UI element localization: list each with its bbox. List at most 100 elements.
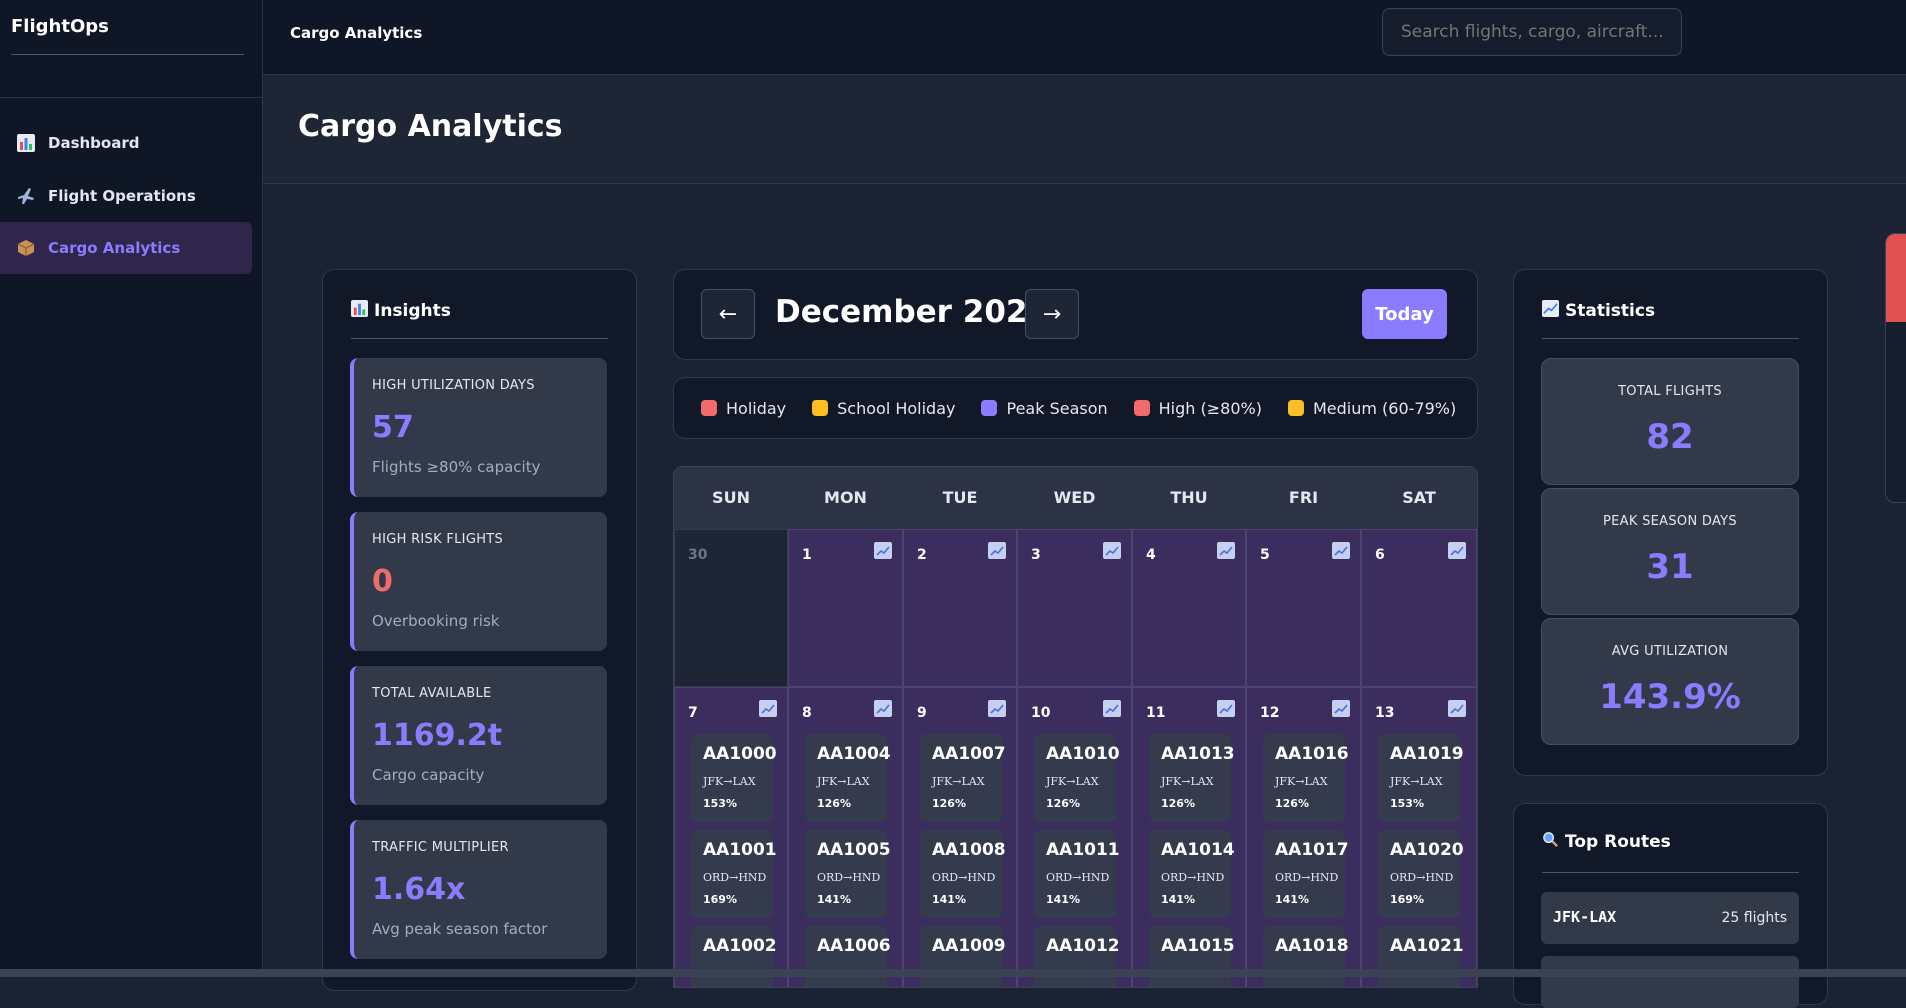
calendar-day[interactable]: 13 AA1019 JFK→LAX 153% AA1020 ORD→HND 169% AA10…: [1361, 687, 1477, 987]
insight-subtext: Flights ≥80% capacity: [372, 458, 541, 476]
weekday-label: SUN: [712, 488, 750, 507]
flight-code: AA1002: [703, 936, 777, 956]
stat-value: 82: [1646, 417, 1694, 457]
legend-label: High (≥80%): [1158, 398, 1262, 418]
trend-chart-icon[interactable]: [1332, 542, 1350, 559]
insight-value: 57: [372, 410, 414, 445]
flight-utilization: 141%: [1046, 893, 1080, 906]
flight-route: ORD→HND: [1275, 871, 1339, 884]
trend-chart-icon[interactable]: [988, 700, 1006, 717]
stat-label: TOTAL FLIGHTS: [1618, 384, 1722, 399]
flight-code: AA1005: [817, 840, 891, 860]
flight-code: AA1015: [1161, 936, 1235, 956]
route-item[interactable]: [1541, 956, 1799, 1008]
trend-chart-icon[interactable]: [1217, 700, 1235, 717]
stat-card-peak-season-days: PEAK SEASON DAYS 31: [1541, 488, 1799, 615]
calendar-day[interactable]: 10 AA1010 JFK→LAX 126% AA1011 ORD→HND 141% AA10…: [1017, 687, 1132, 987]
bar-chart-icon: [351, 300, 368, 322]
flight-route: JFK→LAX: [1161, 775, 1214, 788]
insights-panel: Insights HIGH UTILIZATION DAYS 57 Flight…: [322, 269, 637, 991]
route-item[interactable]: JFK-LAX 25 flights: [1541, 892, 1799, 944]
calendar-day[interactable]: 30: [674, 529, 788, 687]
trend-chart-icon[interactable]: [759, 700, 777, 717]
legend-item: Holiday: [701, 399, 786, 418]
today-button[interactable]: Today: [1362, 289, 1447, 339]
side-drawer-tab[interactable]: [1885, 233, 1906, 503]
calendar-day[interactable]: 7 AA1000 JFK→LAX 153% AA1001 ORD→HND 169% AA100…: [674, 687, 788, 987]
flight-card[interactable]: AA1002MIA→LHR: [691, 926, 777, 987]
search-input[interactable]: [1382, 8, 1682, 56]
flight-card[interactable]: AA1004 JFK→LAX 126%: [805, 734, 891, 822]
calendar-day[interactable]: 11 AA1013 JFK→LAX 126% AA1014 ORD→HND 141% AA10…: [1132, 687, 1246, 987]
sidebar-item-label: Flight Operations: [48, 187, 196, 205]
next-month-button[interactable]: →: [1025, 289, 1079, 339]
flight-card[interactable]: AA1008 ORD→HND 141%: [920, 830, 1006, 918]
flight-code: AA1016: [1275, 744, 1349, 764]
calendar-day[interactable]: 5: [1246, 529, 1361, 687]
flight-card[interactable]: AA1019 JFK→LAX 153%: [1378, 734, 1464, 822]
flight-card[interactable]: AA1020 ORD→HND 169%: [1378, 830, 1464, 918]
sidebar-item-label: Dashboard: [48, 134, 140, 152]
flight-card[interactable]: AA1012MIA→LHR: [1034, 926, 1120, 987]
flight-card[interactable]: AA1007 JFK→LAX 126%: [920, 734, 1006, 822]
alert-indicator: [1886, 234, 1906, 322]
sidebar-item-flight-operations[interactable]: Flight Operations: [0, 170, 252, 222]
calendar-day[interactable]: 6: [1361, 529, 1477, 687]
calendar-day[interactable]: 8 AA1004 JFK→LAX 126% AA1005 ORD→HND 141% AA100…: [788, 687, 903, 987]
trend-chart-icon[interactable]: [1103, 542, 1121, 559]
flight-card[interactable]: AA1015MIA→LHR: [1149, 926, 1235, 987]
flight-route: JFK→LAX: [703, 775, 756, 788]
trend-chart-icon[interactable]: [874, 700, 892, 717]
brand-logo[interactable]: FlightOps: [11, 16, 109, 37]
airplane-icon: [14, 186, 38, 206]
sidebar-item-cargo-analytics[interactable]: Cargo Analytics: [0, 222, 252, 274]
trend-chart-icon[interactable]: [874, 542, 892, 559]
calendar-day[interactable]: 12 AA1016 JFK→LAX 126% AA1017 ORD→HND 141% AA10…: [1246, 687, 1361, 987]
calendar-day[interactable]: 2: [903, 529, 1017, 687]
flight-utilization: 169%: [703, 893, 737, 906]
horizontal-scrollbar[interactable]: [0, 969, 1906, 977]
flight-card[interactable]: AA1010 JFK→LAX 126%: [1034, 734, 1120, 822]
page-title: Cargo Analytics: [298, 109, 563, 144]
trend-chart-icon[interactable]: [1332, 700, 1350, 717]
flight-utilization: 126%: [1046, 797, 1080, 810]
flight-card[interactable]: AA1006MIA→LHR: [805, 926, 891, 987]
flight-card[interactable]: AA1001 ORD→HND 169%: [691, 830, 777, 918]
insight-card-high-risk: HIGH RISK FLIGHTS 0 Overbooking risk: [350, 512, 607, 651]
calendar-day[interactable]: 3: [1017, 529, 1132, 687]
flight-utilization: 141%: [1275, 893, 1309, 906]
legend-item: High (≥80%): [1133, 398, 1262, 418]
flight-card[interactable]: AA1009MIA→LHR: [920, 926, 1006, 987]
sidebar-item-dashboard[interactable]: Dashboard: [0, 117, 252, 169]
trend-chart-icon[interactable]: [1217, 542, 1235, 559]
trend-chart-icon[interactable]: [1103, 700, 1121, 717]
flight-card[interactable]: AA1021MIA→LHR: [1378, 926, 1464, 987]
prev-month-button[interactable]: ←: [701, 289, 755, 339]
flight-card[interactable]: AA1017 ORD→HND 141%: [1263, 830, 1349, 918]
calendar-day[interactable]: 1: [788, 529, 903, 687]
flight-card[interactable]: AA1005 ORD→HND 141%: [805, 830, 891, 918]
trend-chart-icon[interactable]: [1448, 542, 1466, 559]
flight-card[interactable]: AA1011 ORD→HND 141%: [1034, 830, 1120, 918]
trend-chart-icon[interactable]: [988, 542, 1006, 559]
legend-item: School Holiday: [812, 399, 955, 418]
statistics-divider: [1542, 338, 1799, 339]
flight-utilization: 141%: [1161, 893, 1195, 906]
legend-swatch: [1287, 400, 1304, 416]
flight-card[interactable]: AA1014 ORD→HND 141%: [1149, 830, 1235, 918]
calendar-day[interactable]: 9 AA1007 JFK→LAX 126% AA1008 ORD→HND 141% AA100…: [903, 687, 1017, 987]
legend-label: Medium (60-79%): [1312, 398, 1457, 418]
trend-chart-icon[interactable]: [1448, 700, 1466, 717]
stat-card-total-flights: TOTAL FLIGHTS 82: [1541, 358, 1799, 485]
flight-card[interactable]: AA1000 JFK→LAX 153%: [691, 734, 777, 822]
day-number: 5: [1260, 547, 1270, 563]
page-header: Cargo Analytics: [263, 75, 1906, 184]
flight-code: AA1021: [1390, 936, 1464, 956]
flight-route: ORD→HND: [1161, 871, 1225, 884]
flight-card[interactable]: AA1018MIA→LHR: [1263, 926, 1349, 987]
calendar-day[interactable]: 4: [1132, 529, 1246, 687]
flight-card[interactable]: AA1016 JFK→LAX 126%: [1263, 734, 1349, 822]
flight-utilization: 169%: [1390, 893, 1424, 906]
flight-card[interactable]: AA1013 JFK→LAX 126%: [1149, 734, 1235, 822]
statistics-panel: Statistics TOTAL FLIGHTS 82 PEAK SEASON …: [1513, 269, 1828, 776]
